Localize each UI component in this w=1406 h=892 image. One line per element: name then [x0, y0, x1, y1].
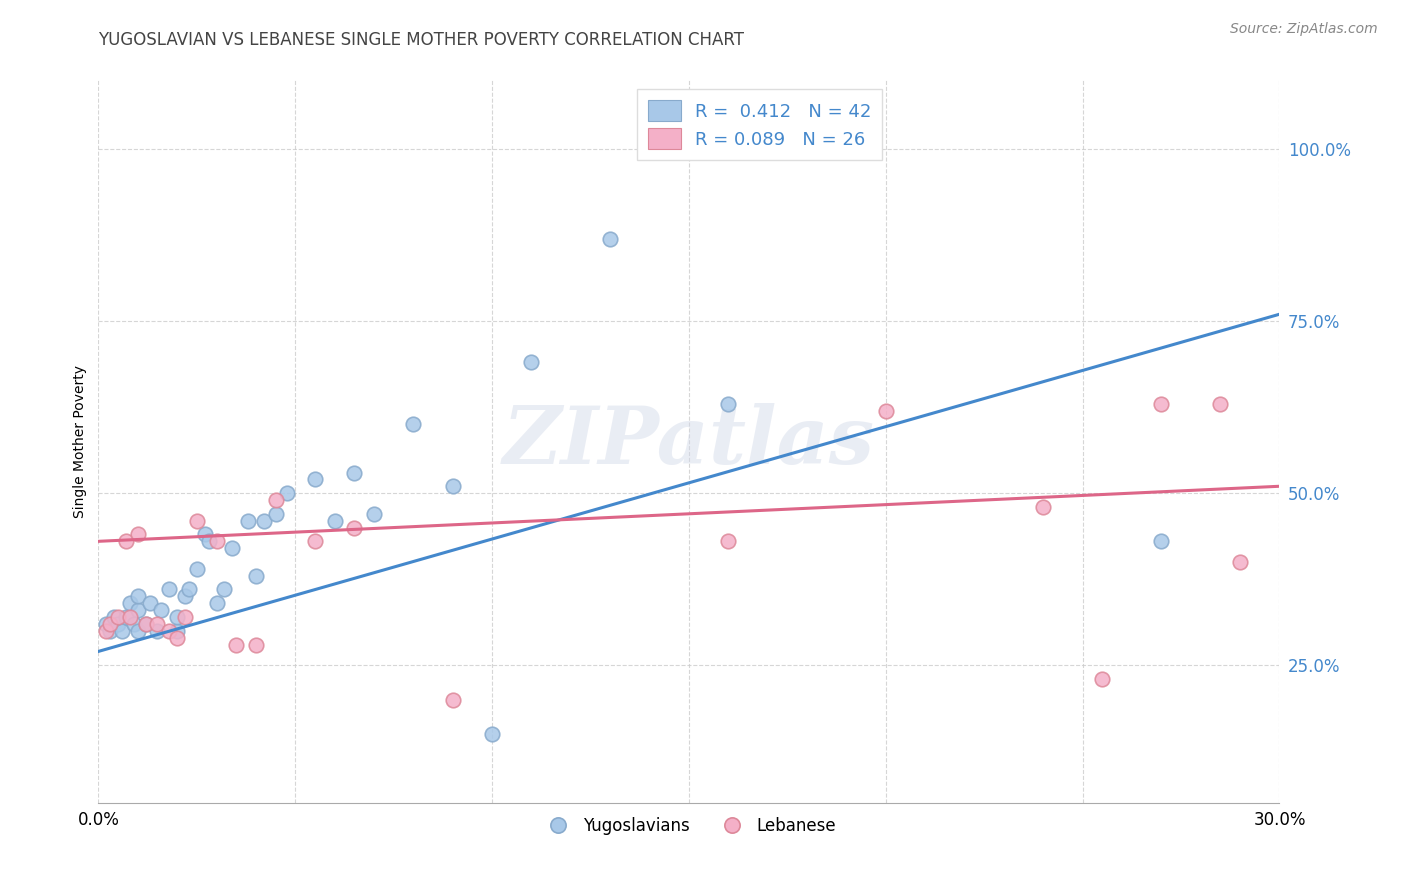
- Point: [122, 616, 145, 631]
- Point: [98, 624, 121, 638]
- Point: [177, 582, 200, 597]
- Point: [103, 610, 125, 624]
- Point: [717, 397, 740, 411]
- Point: [1229, 555, 1251, 569]
- Point: [441, 692, 464, 706]
- Point: [343, 466, 366, 480]
- Point: [236, 514, 259, 528]
- Point: [402, 417, 425, 432]
- Point: [1150, 397, 1173, 411]
- Point: [276, 486, 298, 500]
- Point: [520, 355, 543, 369]
- Point: [194, 527, 217, 541]
- Point: [118, 610, 141, 624]
- Point: [875, 403, 897, 417]
- Text: ZIPatlas: ZIPatlas: [503, 403, 875, 480]
- Point: [717, 534, 740, 549]
- Point: [205, 596, 228, 610]
- Point: [166, 631, 188, 645]
- Legend: Yugoslavians, Lebanese: Yugoslavians, Lebanese: [534, 810, 844, 841]
- Point: [138, 596, 160, 610]
- Point: [599, 231, 621, 245]
- Point: [214, 582, 236, 597]
- Point: [96, 624, 118, 638]
- Point: [304, 534, 326, 549]
- Point: [146, 616, 169, 631]
- Point: [166, 624, 188, 638]
- Text: Source: ZipAtlas.com: Source: ZipAtlas.com: [1230, 22, 1378, 37]
- Point: [304, 472, 326, 486]
- Point: [205, 534, 228, 549]
- Point: [253, 514, 276, 528]
- Point: [1032, 500, 1054, 514]
- Point: [174, 610, 197, 624]
- Point: [441, 479, 464, 493]
- Point: [135, 616, 157, 631]
- Point: [96, 616, 118, 631]
- Point: [150, 603, 173, 617]
- Point: [107, 610, 129, 624]
- Point: [127, 624, 149, 638]
- Point: [111, 624, 134, 638]
- Point: [127, 603, 149, 617]
- Point: [363, 507, 385, 521]
- Point: [186, 562, 208, 576]
- Text: YUGOSLAVIAN VS LEBANESE SINGLE MOTHER POVERTY CORRELATION CHART: YUGOSLAVIAN VS LEBANESE SINGLE MOTHER PO…: [98, 31, 744, 49]
- Point: [1091, 672, 1114, 686]
- Point: [146, 624, 169, 638]
- Point: [264, 507, 287, 521]
- Y-axis label: Single Mother Poverty: Single Mother Poverty: [73, 365, 87, 518]
- Point: [98, 616, 121, 631]
- Point: [481, 727, 503, 741]
- Point: [264, 493, 287, 508]
- Point: [118, 596, 141, 610]
- Point: [174, 590, 197, 604]
- Point: [1209, 397, 1232, 411]
- Point: [115, 534, 138, 549]
- Point: [221, 541, 243, 556]
- Point: [197, 534, 219, 549]
- Point: [343, 520, 366, 534]
- Point: [157, 582, 180, 597]
- Point: [135, 616, 157, 631]
- Point: [166, 610, 188, 624]
- Point: [1150, 534, 1173, 549]
- Point: [157, 624, 180, 638]
- Point: [186, 514, 208, 528]
- Point: [323, 514, 346, 528]
- Point: [115, 610, 138, 624]
- Point: [127, 590, 149, 604]
- Point: [107, 616, 129, 631]
- Point: [225, 638, 247, 652]
- Point: [245, 568, 267, 582]
- Point: [245, 638, 267, 652]
- Point: [127, 527, 149, 541]
